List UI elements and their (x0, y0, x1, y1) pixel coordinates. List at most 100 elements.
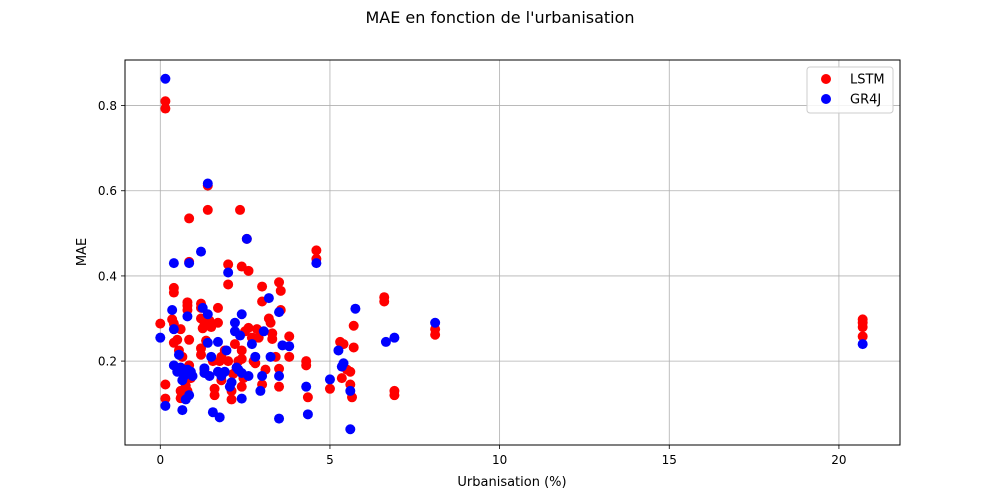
point-lstm (274, 381, 285, 392)
x-tick-label: 20 (831, 453, 846, 467)
point-lstm (430, 329, 441, 340)
point-gr4j (265, 351, 276, 362)
point-lstm (345, 366, 356, 377)
point-gr4j (345, 385, 356, 396)
point-gr4j (246, 339, 257, 350)
point-gr4j (333, 345, 344, 356)
point-lstm (235, 204, 246, 215)
point-gr4j (199, 363, 210, 374)
point-gr4j (258, 326, 269, 337)
point-lstm (274, 277, 285, 288)
point-lstm (236, 353, 247, 364)
point-gr4j (350, 303, 361, 314)
point-gr4j (221, 345, 232, 356)
legend-marker-gr4j (821, 94, 831, 104)
x-tick-label: 0 (156, 453, 164, 467)
point-lstm (160, 103, 171, 114)
point-gr4j (255, 385, 266, 396)
point-gr4j (257, 371, 268, 382)
legend-label-gr4j: GR4J (850, 93, 881, 108)
point-gr4j (167, 304, 178, 315)
point-lstm (857, 322, 868, 333)
point-gr4j (168, 324, 179, 335)
point-gr4j (345, 424, 356, 435)
point-gr4j (202, 337, 213, 348)
x-tick-label: 5 (326, 453, 334, 467)
point-lstm (212, 302, 223, 313)
series-lstm (155, 96, 868, 405)
point-gr4j (187, 371, 198, 382)
point-lstm (336, 373, 347, 384)
data-points (155, 73, 868, 435)
point-lstm (226, 394, 237, 405)
point-lstm (184, 334, 195, 345)
point-lstm (302, 392, 313, 403)
plot-frame (124, 59, 901, 446)
point-gr4j (223, 267, 234, 278)
point-gr4j (184, 390, 195, 401)
point-lstm (348, 320, 359, 331)
point-gr4j (214, 412, 225, 423)
point-gr4j (173, 349, 184, 360)
point-lstm (274, 363, 285, 374)
point-lstm (160, 379, 171, 390)
point-gr4j (274, 371, 285, 382)
legend-label-lstm: LSTM (850, 73, 885, 88)
point-lstm (212, 317, 223, 328)
point-gr4j (274, 307, 285, 318)
x-axis-ticks: 0 5 10 15 20 (156, 445, 847, 467)
point-lstm (275, 285, 286, 296)
point-gr4j (168, 258, 179, 269)
point-gr4j (236, 393, 247, 404)
point-lstm (223, 279, 234, 290)
point-gr4j (857, 339, 868, 350)
point-gr4j (324, 374, 335, 385)
point-lstm (168, 287, 179, 298)
x-tick-label: 15 (662, 453, 677, 467)
point-gr4j (219, 366, 230, 377)
point-gr4j (311, 258, 322, 269)
point-gr4j (155, 332, 166, 343)
point-gr4j (274, 413, 285, 424)
x-tick-label: 10 (492, 453, 507, 467)
point-gr4j (243, 371, 254, 382)
point-lstm (223, 259, 234, 270)
point-lstm (243, 265, 254, 276)
point-gr4j (430, 317, 441, 328)
point-lstm (311, 245, 322, 256)
point-gr4j (236, 309, 247, 320)
point-gr4j (204, 371, 215, 382)
y-tick-label: 0.8 (98, 99, 117, 113)
point-gr4j (263, 293, 274, 304)
point-gr4j (184, 258, 195, 269)
point-lstm (184, 213, 195, 224)
y-axis-label: MAE (75, 238, 90, 266)
point-gr4j (302, 409, 313, 420)
point-gr4j (250, 351, 261, 362)
point-lstm (160, 393, 171, 404)
point-gr4j (206, 351, 217, 362)
legend-marker-lstm (821, 74, 831, 84)
point-gr4j (212, 336, 223, 347)
x-axis-label: Urbanisation (%) (457, 475, 566, 490)
point-gr4j (338, 358, 349, 369)
point-gr4j (177, 405, 188, 416)
point-gr4j (229, 317, 240, 328)
point-lstm (229, 339, 240, 350)
point-gr4j (301, 381, 312, 392)
point-gr4j (284, 341, 295, 352)
point-gr4j (241, 233, 252, 244)
y-tick-label: 0.6 (98, 184, 117, 198)
chart-title: MAE en fonction de l'urbanisation (365, 8, 634, 27)
point-gr4j (202, 178, 213, 189)
point-lstm (284, 331, 295, 342)
point-gr4j (182, 311, 193, 322)
point-gr4j (226, 377, 237, 388)
point-lstm (389, 390, 400, 401)
point-lstm (301, 360, 312, 371)
y-tick-label: 0.4 (98, 269, 117, 283)
point-lstm (155, 318, 166, 329)
point-gr4j (235, 330, 246, 341)
